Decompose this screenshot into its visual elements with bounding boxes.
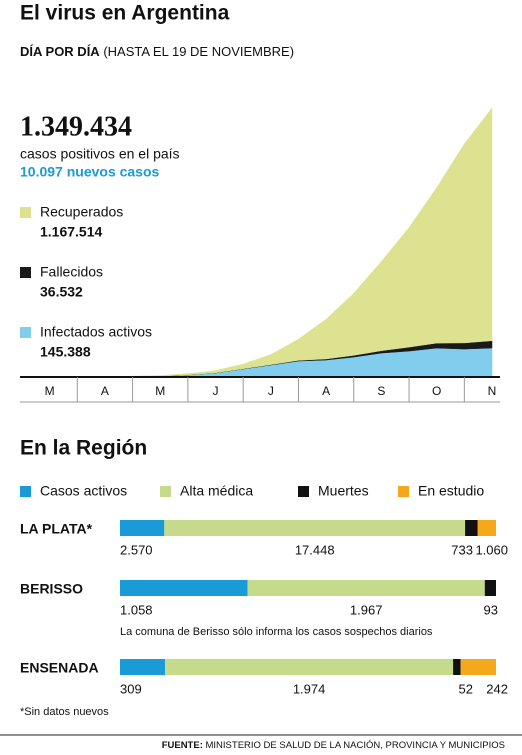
subtitle-bold: DÍA POR DÍA [20, 44, 100, 59]
value-label: 52 [459, 681, 473, 696]
legend-label: Casos activos [40, 483, 127, 499]
total-text: casos positivos en el país [20, 146, 180, 162]
legend-label: Recuperados [40, 204, 123, 220]
value-label: 93 [484, 602, 498, 617]
footer-label: FUENTE: [162, 740, 203, 751]
row-label: LA PLATA* [20, 521, 93, 537]
x-tick-label: J [268, 384, 274, 398]
bar-segment [164, 520, 466, 536]
legend-swatch [20, 207, 31, 218]
legend-total: 1.167.514 [40, 224, 102, 240]
legend-swatch [20, 327, 31, 338]
bar-segment [120, 520, 165, 536]
footer-text: MINISTERIO DE SALUD DE LA NACIÓN, PROVIN… [206, 740, 506, 751]
legend-swatch [298, 486, 309, 497]
area [21, 107, 493, 378]
legend-label: En estudio [418, 483, 484, 499]
x-tick-label: A [101, 384, 109, 398]
region-title: En la Región [20, 437, 147, 460]
bar-segment [120, 580, 248, 596]
legend-total: 36.532 [40, 284, 83, 300]
value-label: 17.448 [295, 542, 335, 557]
legend-label: Infectados activos [40, 324, 152, 340]
value-label: 2.570 [120, 542, 153, 557]
x-tick-label: M [45, 384, 55, 398]
note: La comuna de Berisso sólo informa los ca… [120, 626, 433, 638]
footer: FUENTE: MINISTERIO DE SALUD DE LA NACIÓN… [162, 740, 505, 751]
legend-swatch [20, 267, 31, 278]
legend-swatch [20, 486, 31, 497]
bar-segment [453, 659, 461, 675]
axis-strip [20, 377, 500, 402]
legend-swatch [160, 486, 171, 497]
total-cases: 1.349.434 [20, 111, 132, 142]
new-cases: 10.097 nuevos casos [20, 164, 160, 180]
bar-segment [477, 520, 496, 536]
x-tick-label: N [488, 384, 497, 398]
x-tick-label: J [213, 384, 219, 398]
value-label: 1.974 [293, 681, 326, 696]
bar-segment [484, 580, 496, 596]
value-label: 733 [451, 542, 473, 557]
row-label: BERISSO [20, 581, 83, 597]
x-tick-label: A [322, 384, 330, 398]
value-label: 1.060 [475, 542, 508, 557]
value-label: 309 [120, 681, 142, 696]
value-label: 242 [486, 681, 508, 696]
subtitle-text: (HASTA EL 19 DE NOVIEMBRE) [103, 44, 294, 59]
subtitle: DÍA POR DÍA (HASTA EL 19 DE NOVIEMBRE) [20, 44, 294, 59]
bar-segment [247, 580, 485, 596]
bar-segment [165, 659, 454, 675]
bar-segment [460, 659, 496, 675]
bar-segment [120, 659, 166, 675]
x-tick-label: O [432, 384, 441, 398]
title: El virus en Argentina [20, 2, 230, 25]
legend-swatch [398, 486, 409, 497]
row-label: ENSENADA [20, 660, 99, 676]
value-label: 1.967 [350, 602, 383, 617]
legend-label: Alta médica [180, 483, 253, 499]
x-tick-label: M [155, 384, 165, 398]
legend-label: Fallecidos [40, 264, 103, 280]
value-label: 1.058 [120, 602, 153, 617]
footnote: *Sin datos nuevos [20, 706, 109, 718]
legend-total: 145.388 [40, 344, 91, 360]
bar-segment [465, 520, 478, 536]
legend-label: Muertes [318, 483, 369, 499]
x-tick-label: S [377, 384, 385, 398]
